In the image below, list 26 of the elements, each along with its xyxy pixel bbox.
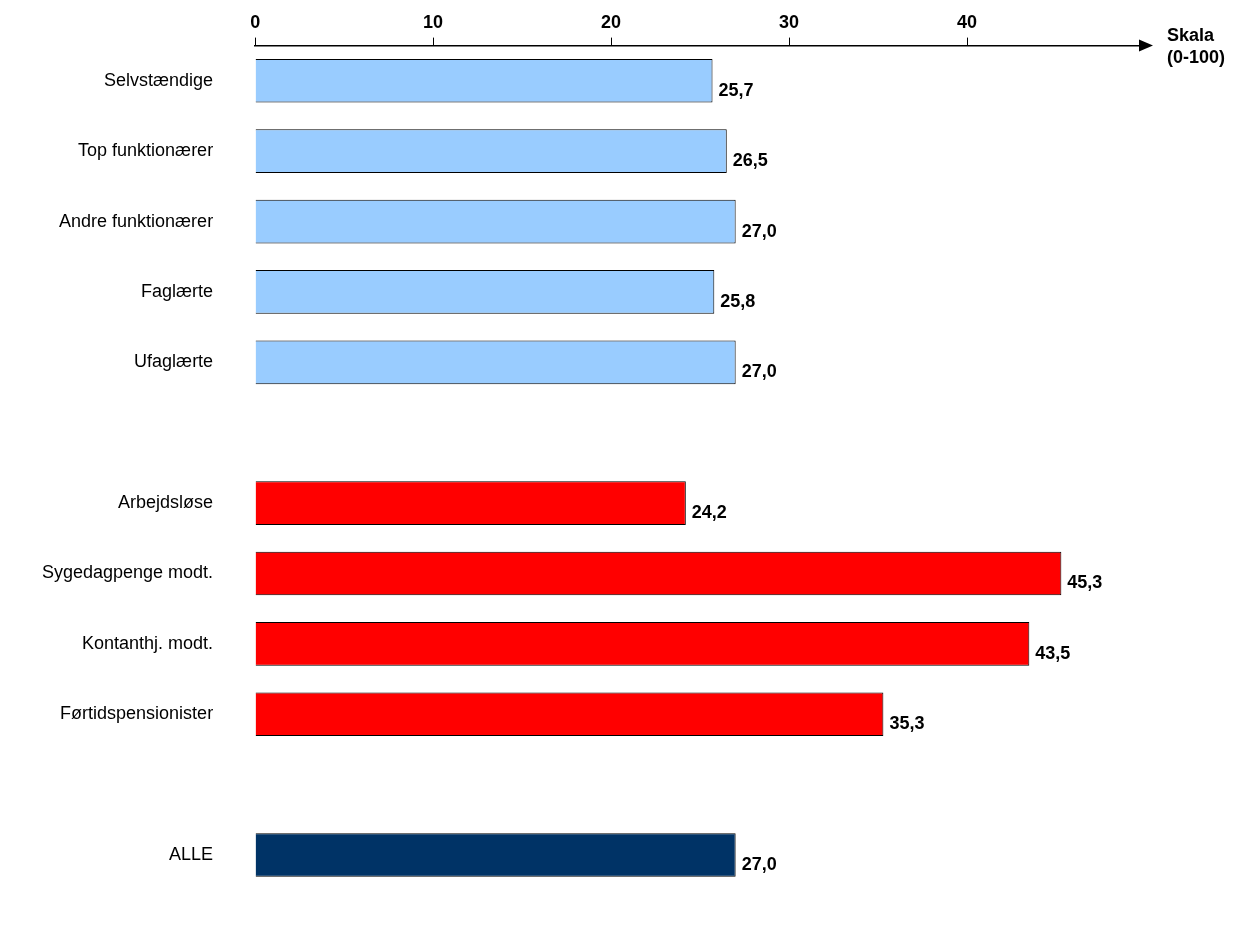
- y-tick-label: Top funktionærer: [78, 140, 214, 161]
- x-tick-label: 10: [423, 11, 444, 32]
- y-tick-label: Andre funktionærer: [59, 210, 214, 231]
- data-label: 45,3: [1067, 572, 1103, 593]
- data-label: 27,0: [741, 220, 777, 241]
- data-label: 26,5: [732, 150, 768, 171]
- data-label: 25,8: [720, 290, 756, 311]
- y-tick-label: Kontanthj. modt.: [82, 632, 214, 653]
- y-tick-label: ALLE: [169, 843, 214, 864]
- x-tick-label: 30: [779, 11, 800, 32]
- y-tick-label: Selvstændige: [104, 69, 214, 90]
- data-label: 43,5: [1035, 642, 1071, 663]
- y-tick-label: Sygedagpenge modt.: [41, 562, 214, 583]
- data-label: 25,7: [718, 79, 754, 100]
- x-tick-label: 20: [601, 11, 622, 32]
- x-tick-label: 40: [957, 11, 978, 32]
- data-label: 27,0: [741, 361, 777, 382]
- data-label: 35,3: [889, 713, 925, 734]
- data-label: 27,0: [741, 853, 777, 874]
- y-tick-label: Ufaglærte: [134, 351, 214, 372]
- x-tick-label: 0: [250, 11, 261, 32]
- y-tick-label: Faglærte: [141, 280, 214, 301]
- y-tick-label: Arbejdsløse: [118, 492, 214, 513]
- y-tick-label: Førtidspensionister: [60, 703, 214, 724]
- data-label: 24,2: [691, 502, 727, 523]
- x-axis-title: Skala (0-100): [1167, 24, 1226, 67]
